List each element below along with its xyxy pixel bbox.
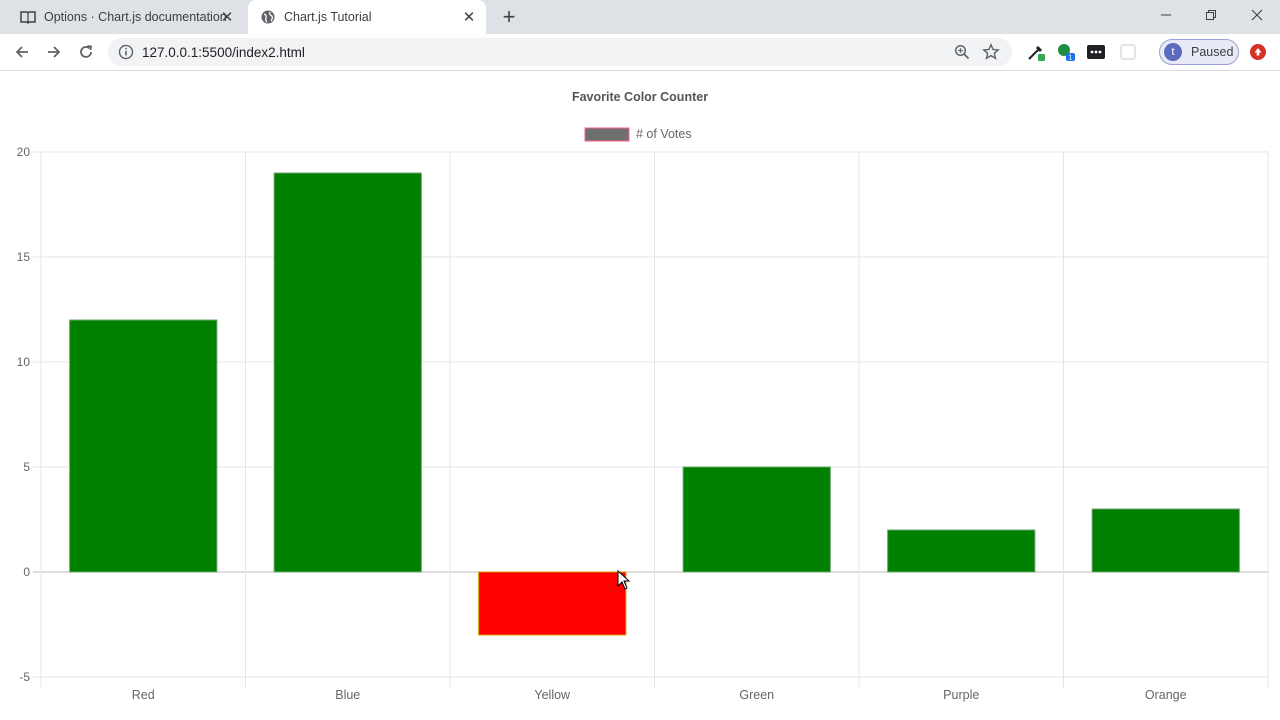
tab-title: Options · Chart.js documentation	[44, 10, 227, 24]
browser-toolbar: 127.0.0.1:5500/index2.html 1 t Paused	[0, 34, 1280, 71]
bar-orange	[1091, 508, 1240, 573]
arrow-right-icon	[48, 46, 61, 58]
back-button[interactable]	[10, 40, 34, 64]
zoom-icon[interactable]	[954, 44, 970, 60]
avatar: t	[1164, 43, 1182, 61]
legend-swatch	[584, 127, 630, 142]
color-picker-extension-icon[interactable]	[1026, 42, 1046, 62]
chart-title: Favorite Color Counter	[572, 90, 708, 104]
x-tick-label: Yellow	[534, 688, 571, 702]
tab-chartjs-tutorial[interactable]: Chart.js Tutorial ✕	[248, 0, 486, 34]
mouse-cursor-icon	[617, 569, 631, 590]
minimize-icon[interactable]	[1143, 0, 1189, 30]
url-text[interactable]: 127.0.0.1:5500/index2.html	[142, 45, 305, 60]
y-tick-label: -5	[19, 670, 30, 684]
restore-icon[interactable]	[1188, 0, 1234, 30]
bar-red	[69, 319, 218, 573]
reload-icon	[80, 45, 93, 58]
reload-button[interactable]	[74, 40, 98, 64]
tab-title: Chart.js Tutorial	[284, 10, 372, 24]
tab-bar: Options · Chart.js documentation ✕ Chart…	[0, 0, 1280, 34]
bar-green	[682, 466, 831, 573]
profile-status: Paused	[1191, 45, 1234, 59]
info-icon[interactable]	[118, 44, 134, 60]
x-tick-label: Orange	[1145, 688, 1187, 702]
address-bar[interactable]: 127.0.0.1:5500/index2.html	[108, 38, 1012, 66]
bar-blue	[273, 172, 422, 573]
y-tick-label: 5	[23, 460, 30, 474]
close-icon[interactable]: ✕	[462, 9, 476, 26]
close-window-icon[interactable]	[1234, 0, 1280, 30]
star-icon[interactable]	[982, 43, 1000, 61]
globe-icon	[261, 10, 275, 24]
extension-icon[interactable]	[1086, 42, 1106, 62]
bar-purple	[887, 529, 1036, 573]
new-tab-button[interactable]: +	[502, 4, 516, 29]
x-tick-label: Blue	[335, 688, 360, 702]
svg-text:1: 1	[1069, 55, 1073, 62]
x-tick-label: Purple	[943, 688, 979, 702]
close-icon[interactable]: ✕	[220, 9, 234, 26]
tab-chartjs-docs[interactable]: Options · Chart.js documentation ✕	[8, 0, 244, 34]
bar-yellow	[478, 571, 627, 636]
extension-badge-icon[interactable]: 1	[1056, 42, 1076, 62]
arrow-left-icon	[15, 46, 28, 58]
update-menu-icon[interactable]	[1250, 44, 1266, 60]
y-tick-label: 20	[17, 145, 31, 159]
y-tick-label: 0	[23, 565, 30, 579]
book-icon	[20, 11, 36, 25]
legend-label: # of Votes	[636, 127, 692, 141]
y-tick-label: 15	[17, 250, 31, 264]
profile-button[interactable]: t Paused	[1159, 39, 1239, 65]
forward-button[interactable]	[42, 40, 66, 64]
y-tick-label: 10	[17, 355, 31, 369]
bar-chart: Favorite Color Counter # of Votes 20 15 10 5 0…	[17, 90, 1269, 702]
extension-icon[interactable]	[1118, 42, 1138, 62]
x-tick-label: Green	[739, 688, 774, 702]
x-tick-label: Red	[132, 688, 155, 702]
